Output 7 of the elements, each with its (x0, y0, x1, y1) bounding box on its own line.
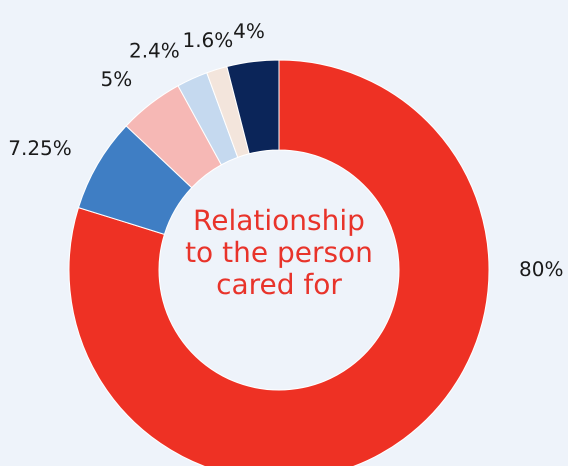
data-label: 80% (519, 257, 564, 281)
data-label: 4% (233, 18, 265, 43)
text: Relationship to the person cared for (184, 204, 374, 301)
data-label: 5% (100, 67, 132, 92)
data-label: 2.4% (128, 38, 180, 62)
data-label: 7.25% (8, 136, 72, 160)
data-label: 1.6% (182, 28, 234, 52)
